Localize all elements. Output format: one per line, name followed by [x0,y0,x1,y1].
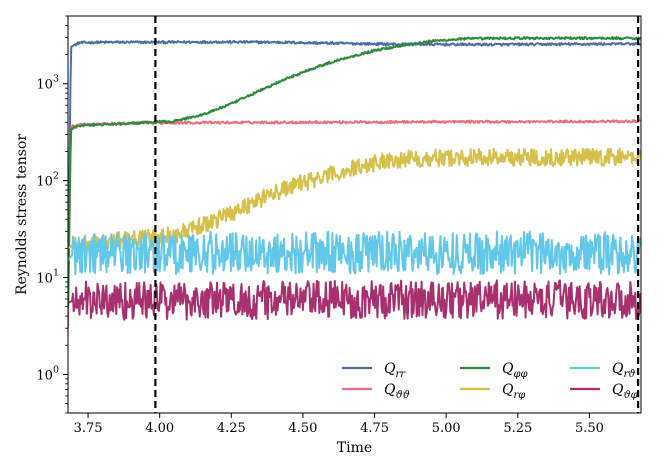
x-axis: 3.75 4.00 4.25 4.50 4.75 5.00 5.25 5.50 [74,413,604,436]
plot-frame [67,15,642,414]
x-tick-label: 4.75 [360,421,389,436]
vline-layer [154,16,640,413]
x-tick-label: 5.50 [575,421,604,436]
legend-label: Qϑφ [612,382,638,401]
y-axis: 100 101 102 103 [36,15,68,414]
legend-label: Qrφ [502,382,525,401]
legend-item: Qϑϑ [342,382,410,401]
x-tick-label: 4.25 [217,421,246,436]
legend-item: Qrϑ [570,361,635,380]
series-line-2 [68,36,641,307]
y-axis-label: Reynolds stress tensor [14,134,30,295]
legend-label: Qrr [384,361,406,380]
x-tick-label: 5.00 [432,421,461,436]
series-layer [68,36,641,329]
legend: Qrr Qϑϑ Qφφ Qrφ Qrϑ Qϑφ [342,361,638,401]
legend-label: Qφφ [502,361,528,380]
y-tick-label: 101 [36,268,59,287]
legend-item: Qϑφ [570,382,638,401]
x-tick-label: 4.00 [145,421,174,436]
series-line-5 [68,279,641,321]
legend-label: Qrϑ [612,361,635,380]
x-axis-label: Time [337,440,372,456]
series-line-0 [68,39,641,307]
x-tick-label: 4.50 [288,421,317,436]
legend-label: Qϑϑ [384,382,410,401]
y-tick-label: 100 [36,364,59,383]
legend-item: Qrφ [460,382,525,401]
series-line-3 [68,147,641,253]
y-tick-label: 102 [36,171,59,190]
series-line-4 [68,230,641,276]
x-tick-label: 3.75 [74,421,103,436]
x-tick-label: 5.25 [503,421,532,436]
y-tick-label: 103 [36,74,59,93]
legend-item: Qφφ [460,361,528,380]
legend-item: Qrr [342,361,406,380]
